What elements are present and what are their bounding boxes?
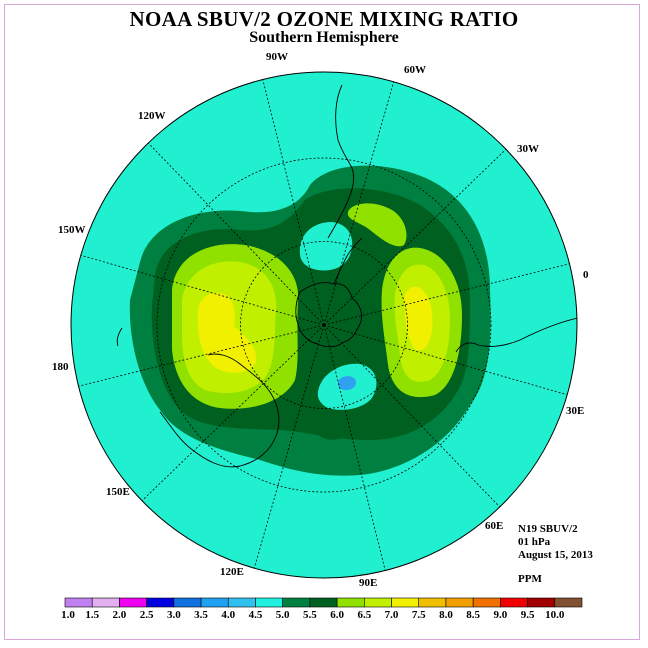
lon-label-90e: 90E: [359, 577, 377, 589]
colorbar-tick-label: 6.0: [330, 609, 344, 621]
figure-subtitle: Southern Hemisphere: [249, 29, 399, 46]
colorbar-tick-label: 2.5: [140, 609, 154, 621]
ozone-contours: [129, 165, 491, 476]
colorbar-tick-label: 1.0: [61, 609, 75, 621]
colorbar-swatch: [472, 597, 501, 608]
colorbar-tick-label: 9.0: [493, 609, 507, 621]
coastline-antarctic-peninsula: [333, 237, 363, 285]
hemisphere-border: [70, 71, 578, 579]
colorbar-swatch: [554, 597, 583, 608]
colorbar-tick-label: 9.5: [521, 609, 535, 621]
colorbar-tick-label: 4.5: [249, 609, 263, 621]
longitude-labels: 90W 60W 30W 0 30E 60E 90E 120E 150E 180 …: [52, 51, 589, 589]
colorbar-tick-label: 8.5: [466, 609, 480, 621]
colorbar-swatch: [119, 597, 147, 608]
coastlines: [116, 84, 577, 468]
colorbar-tick-label: 7.5: [412, 609, 426, 621]
low-ozone-spot: [337, 376, 356, 390]
pressure-level-label: 01 hPa: [518, 536, 551, 548]
colorbar-tick-label: 7.0: [385, 609, 399, 621]
colorbar-tick-label: 2.0: [113, 609, 127, 621]
coastline-africa: [455, 317, 577, 353]
colorbar-swatch: [391, 597, 420, 608]
colorbar-tick-label: 5.0: [276, 609, 290, 621]
coastline-australia: [159, 353, 280, 468]
colorbar-swatch: [255, 597, 283, 608]
satellite-label: N19 SBUV/2: [518, 523, 578, 535]
lon-label-150w: 150W: [58, 224, 86, 236]
contour-5-5-lower-blob: [316, 412, 352, 440]
lon-label-60w: 60W: [404, 64, 426, 76]
colorbar-swatch: [146, 597, 175, 608]
lon-label-120w: 120W: [138, 110, 166, 122]
colorbar-swatch: [309, 597, 338, 608]
lon-label-0: 0: [583, 269, 589, 281]
colorbar-swatch: [227, 597, 256, 608]
colorbar-tick-label: 8.0: [439, 609, 453, 621]
colorbar-swatch: [173, 597, 202, 608]
colorbar-tick-label: 3.0: [167, 609, 181, 621]
colorbar-swatch: [418, 597, 447, 608]
contour-7-0-left-lobe: [198, 292, 257, 373]
colorbar-tick-label: 5.5: [303, 609, 317, 621]
figure-frame: [4, 4, 640, 640]
colorbar-swatch: [64, 597, 93, 608]
lon-label-30e: 30E: [566, 405, 584, 417]
latitude-circle: [240, 241, 408, 409]
date-label: August 15, 2013: [518, 549, 593, 561]
colorbar-tick-label: 6.5: [357, 609, 371, 621]
colorbar-swatch: [500, 597, 528, 608]
colorbar-tick-label: 4.0: [221, 609, 235, 621]
coastline-new-zealand: [116, 327, 123, 347]
contour-6-0-top-patch: [347, 203, 407, 247]
lon-label-60e: 60E: [485, 520, 503, 532]
colorbar-tick-label: 10.0: [545, 609, 565, 621]
lon-label-30w: 30W: [517, 143, 539, 155]
coastline-antarctica: [295, 282, 363, 348]
lon-label-180: 180: [52, 361, 69, 373]
low-ozone-region-upper: [299, 222, 353, 271]
figure-title: NOAA SBUV/2 OZONE MIXING RATIO: [129, 7, 519, 31]
colorbar-swatch: [527, 597, 556, 608]
contour-7-0-right-lobe: [404, 286, 433, 351]
latitude-circle: [156, 157, 492, 493]
units-label: PPM: [518, 573, 542, 585]
lon-label-120e: 120E: [220, 566, 244, 578]
colorbar-swatch: [364, 597, 392, 608]
graticule: [78, 79, 570, 571]
colorbar-tick-label: 3.5: [194, 609, 208, 621]
colorbar-tick-label: 1.5: [85, 609, 99, 621]
colorbar: 1.0 1.5 2.0 2.5 3.0 3.5 4.0 4.5 5.0 5.5 6.0 6.5 7.0 7…: [61, 597, 583, 621]
lon-label-150e: 150E: [106, 486, 130, 498]
coastline-south-america: [327, 84, 355, 239]
colorbar-swatch: [336, 597, 365, 608]
contour-5-5-core: [298, 288, 351, 340]
colorbar-swatch: [282, 597, 311, 608]
colorbar-swatch: [445, 597, 474, 608]
colorbar-swatch: [200, 597, 229, 608]
lon-label-90w: 90W: [266, 51, 288, 63]
colorbar-swatch: [91, 597, 120, 608]
